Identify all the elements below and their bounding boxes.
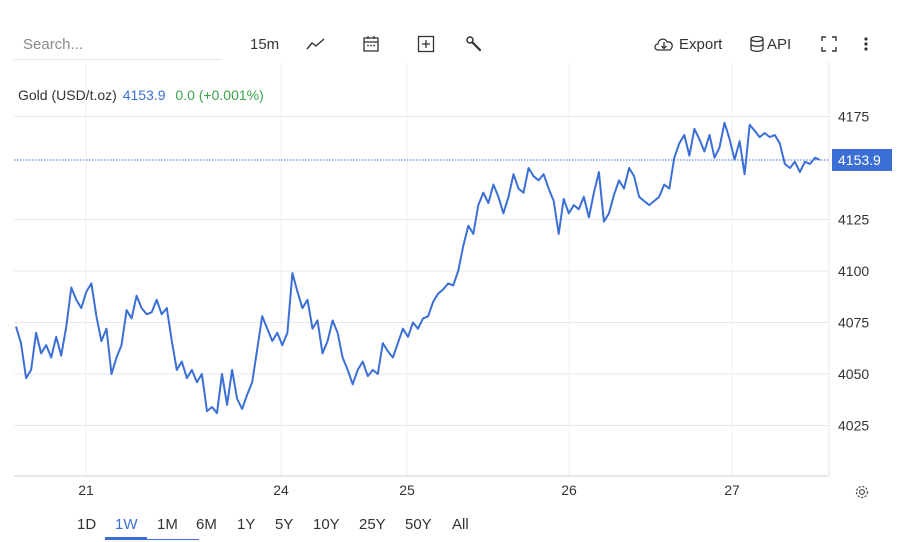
y-tick-label: 4100 [838, 263, 869, 279]
y-tick-label: 4075 [838, 315, 869, 331]
interval-selector[interactable]: 15m [250, 35, 280, 53]
x-tick-label: 27 [724, 482, 740, 498]
price-series-line[interactable] [15, 121, 821, 415]
fullscreen-icon[interactable] [820, 32, 838, 56]
more-vertical-icon[interactable] [862, 32, 870, 56]
export-label: Export [679, 35, 723, 53]
export-button[interactable]: Export [653, 32, 722, 56]
line-chart-icon[interactable] [305, 32, 327, 56]
wrench-icon[interactable] [465, 32, 483, 56]
range-10y[interactable]: 10Y [313, 516, 340, 533]
range-5y[interactable]: 5Y [275, 516, 294, 533]
chart-toolbar: 15m Export API [0, 22, 901, 66]
chart-canvas[interactable]: 4025 4050 4075 4100 4125 4175 21 24 25 26 27 4153.9 [0, 62, 901, 512]
x-tick-label: 26 [561, 482, 577, 498]
chart-title: Gold (USD/t.oz) 4153.9 0.0 (+0.001%) [18, 87, 264, 103]
cloud-download-icon [653, 36, 675, 52]
active-range-underline [105, 537, 147, 540]
x-tick-label: 25 [399, 482, 415, 498]
range-1d[interactable]: 1D [77, 516, 97, 533]
api-label: API [767, 35, 792, 53]
range-all[interactable]: All [452, 516, 469, 533]
x-tick-label: 21 [78, 482, 94, 498]
instrument-name: Gold (USD/t.oz) [18, 87, 117, 103]
last-price-tag-label: 4153.9 [838, 152, 881, 168]
range-50y[interactable]: 50Y [405, 516, 432, 533]
y-tick-label: 4025 [838, 418, 869, 434]
last-price-tag [832, 148, 892, 171]
plus-box-icon[interactable] [417, 32, 435, 56]
range-1m[interactable]: 1M [157, 516, 178, 533]
calendar-icon[interactable] [362, 32, 380, 56]
api-button[interactable]: API [749, 32, 791, 56]
last-price: 4153.9 [122, 87, 166, 103]
range-1w[interactable]: 1W [115, 516, 138, 533]
gear-icon[interactable] [853, 483, 871, 501]
y-tick-label: 4175 [838, 109, 869, 125]
price-change: 0.0 (+0.001%) [175, 87, 264, 103]
range-selector: 1D 1W 1M 6M 1Y 5Y 10Y 25Y 50Y All [0, 512, 901, 542]
y-tick-label: 4050 [838, 366, 869, 382]
x-tick-label: 24 [273, 482, 289, 498]
range-1y[interactable]: 1Y [237, 516, 256, 533]
range-underline-track [147, 539, 199, 540]
y-tick-label: 4125 [838, 212, 869, 228]
database-icon [749, 35, 765, 53]
range-25y[interactable]: 25Y [359, 516, 386, 533]
range-6m[interactable]: 6M [196, 516, 217, 533]
price-chart[interactable]: 4025 4050 4075 4100 4125 4175 21 24 25 26 27 4153.9… [0, 62, 901, 512]
search-input[interactable] [14, 30, 222, 60]
